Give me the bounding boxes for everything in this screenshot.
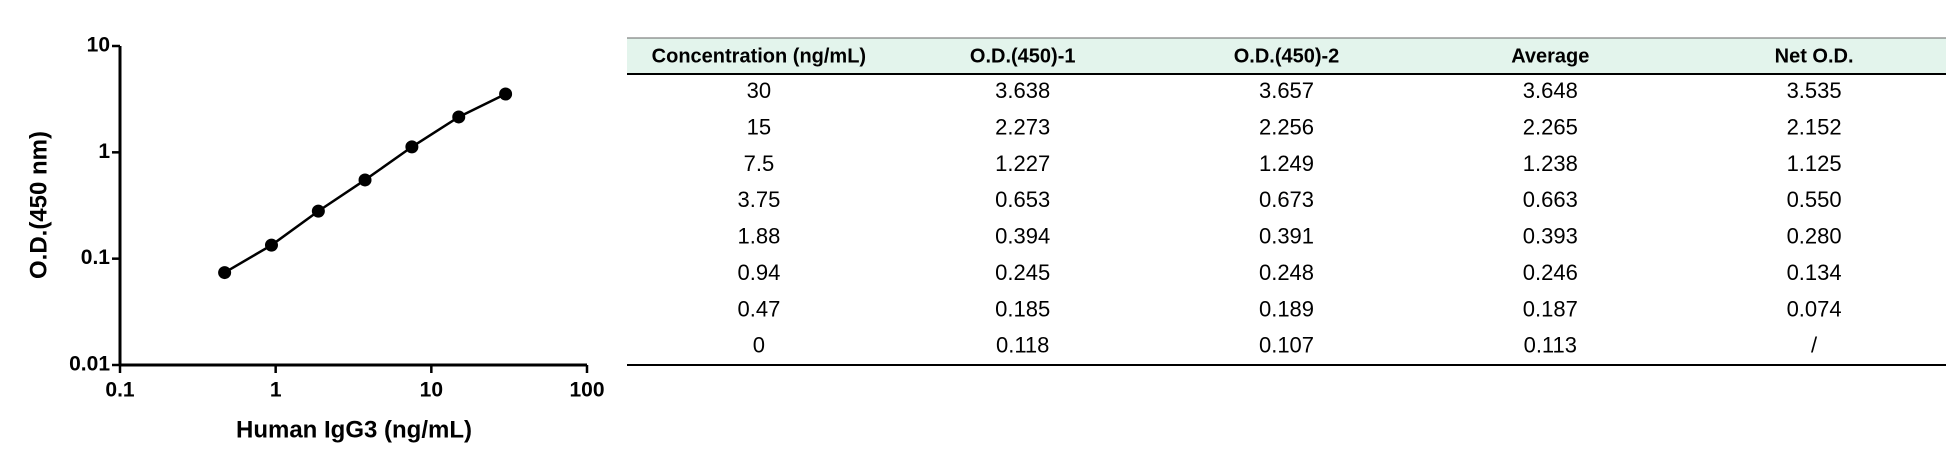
table-cell: 2.273 xyxy=(995,114,1050,139)
table-cell: 0.187 xyxy=(1523,296,1578,321)
table-cell: 15 xyxy=(747,114,771,139)
y-tick-label: 10 xyxy=(87,34,110,57)
data-point xyxy=(218,266,232,280)
y-tick-label: 0.01 xyxy=(69,353,110,376)
data-point xyxy=(405,140,419,154)
x-tick-label: 0.1 xyxy=(105,379,135,402)
table-cell: 0.394 xyxy=(995,224,1050,249)
table-cell: 0.134 xyxy=(1787,260,1842,285)
table-cell: 30 xyxy=(747,78,771,103)
table-cell: 3.657 xyxy=(1259,78,1314,103)
table-cell: 3.535 xyxy=(1787,78,1842,103)
table-cell: 0.653 xyxy=(995,187,1050,212)
table-cell: 0.673 xyxy=(1259,187,1314,212)
table-cell: 1.249 xyxy=(1259,151,1314,176)
table-cell: 1.125 xyxy=(1787,151,1842,176)
table-cell: 3.75 xyxy=(737,187,780,212)
table-cell: 3.648 xyxy=(1523,78,1578,103)
table-cell: 7.5 xyxy=(744,151,775,176)
table-cell: 0.550 xyxy=(1787,187,1842,212)
table-cell: 0.118 xyxy=(996,333,1049,358)
table-cell: 0.107 xyxy=(1259,333,1314,358)
table-cell: 0.391 xyxy=(1259,224,1314,249)
data-point xyxy=(358,173,372,187)
data-point xyxy=(452,110,466,124)
table-cell: 2.152 xyxy=(1787,114,1842,139)
data-point xyxy=(311,204,325,218)
table-cell: 0.47 xyxy=(737,296,780,321)
table-header-cell: Concentration (ng/mL) xyxy=(652,45,866,67)
table-cell: 0.280 xyxy=(1787,224,1842,249)
y-tick-label: 0.1 xyxy=(81,246,111,269)
y-axis-title: O.D.(450 nm) xyxy=(25,131,52,279)
y-tick-label: 1 xyxy=(98,140,110,163)
table-cell: 0.185 xyxy=(995,296,1050,321)
data-point xyxy=(499,87,513,101)
table-cell: 0.94 xyxy=(737,260,780,285)
x-axis-title: Human IgG3 (ng/mL) xyxy=(236,416,472,443)
table-header-cell: Net O.D. xyxy=(1775,45,1854,67)
data-point xyxy=(264,238,278,252)
x-tick-label: 10 xyxy=(420,379,443,402)
table-header-cell: Average xyxy=(1511,45,1589,67)
table-cell: 1.88 xyxy=(737,224,780,249)
table-cell: 2.256 xyxy=(1259,114,1314,139)
table-cell: 0.248 xyxy=(1259,260,1314,285)
table-cell: 0.245 xyxy=(995,260,1050,285)
table-cell: 2.265 xyxy=(1523,114,1578,139)
table-cell: 1.238 xyxy=(1523,151,1578,176)
table-cell: 1.227 xyxy=(995,151,1050,176)
table-header-bg xyxy=(627,38,1946,74)
table-cell: 0.074 xyxy=(1787,296,1842,321)
table-cell: 0.663 xyxy=(1523,187,1578,212)
table-header-cell: O.D.(450)-1 xyxy=(970,45,1076,67)
table-cell: 0.189 xyxy=(1259,296,1314,321)
table-cell: 0.393 xyxy=(1523,224,1578,249)
x-tick-label: 1 xyxy=(270,379,282,402)
table-cell: / xyxy=(1811,333,1818,358)
table-cell: 0.246 xyxy=(1523,260,1578,285)
x-tick-label: 100 xyxy=(569,379,604,402)
table-cell: 0.113 xyxy=(1524,333,1577,358)
table-cell: 3.638 xyxy=(995,78,1050,103)
table-cell: 0 xyxy=(753,333,765,358)
table-header-cell: O.D.(450)-2 xyxy=(1234,45,1340,67)
